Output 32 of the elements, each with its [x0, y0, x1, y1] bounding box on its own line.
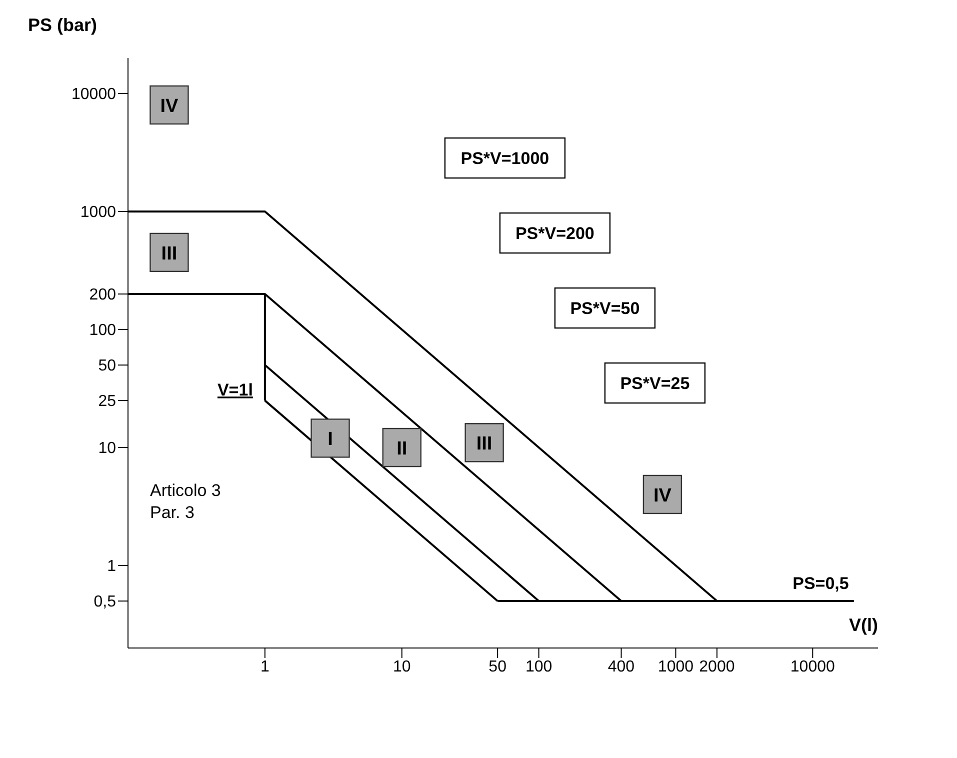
x-tick-label: 1 — [260, 658, 270, 676]
y-tick-label: 200 — [89, 286, 116, 304]
series-label: PS=0,5 — [792, 574, 849, 594]
y-tick-label: 1 — [107, 558, 116, 576]
x-tick-label: 400 — [608, 658, 635, 676]
x-tick-label: 50 — [488, 658, 507, 676]
y-tick-label: 10 — [98, 440, 116, 458]
y-axis-title: PS (bar) — [28, 14, 98, 35]
x-tick-label: 1000 — [658, 658, 694, 676]
text: PS*V=200 — [515, 224, 594, 243]
x-tick-label: 10 — [392, 658, 411, 676]
annotation: II — [396, 438, 408, 460]
annotation: I — [328, 429, 333, 450]
y-tick-label: 50 — [98, 358, 116, 375]
y-tick-label: 1000 — [80, 204, 116, 222]
x-tick-label: 10000 — [790, 658, 836, 676]
text: PS*V=1000 — [460, 149, 550, 168]
x-axis-title: V(l) — [849, 614, 878, 635]
annotation: IV — [160, 96, 179, 117]
annotation: III — [476, 434, 492, 455]
text: PS*V=25 — [620, 374, 690, 393]
y-tick-label: 0,5 — [94, 594, 116, 611]
annotation: Articolo 3 Par. 3 — [150, 480, 221, 524]
annotation: III — [161, 243, 178, 264]
y-tick-label: 100 — [89, 322, 116, 340]
annotation: IV — [653, 485, 672, 506]
y-tick-label: 25 — [98, 393, 116, 410]
x-tick-label: 2000 — [699, 658, 735, 676]
text: PS*V=50 — [570, 299, 640, 318]
series-label: V=1l — [217, 380, 253, 400]
x-tick-label: 100 — [525, 658, 552, 676]
y-tick-label: 10000 — [72, 86, 116, 104]
